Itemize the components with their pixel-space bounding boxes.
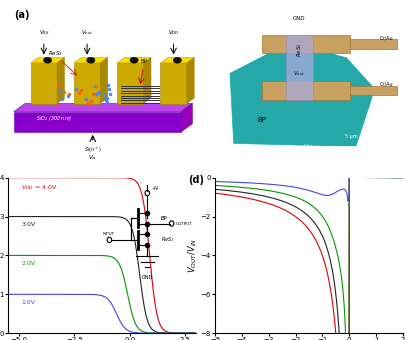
Bar xyxy=(350,86,397,95)
Polygon shape xyxy=(117,63,144,103)
Text: BP: BP xyxy=(140,59,147,64)
Circle shape xyxy=(44,57,52,63)
Text: (b): (b) xyxy=(224,11,241,21)
Polygon shape xyxy=(144,57,151,103)
Polygon shape xyxy=(100,57,108,103)
Text: 5 μm: 5 μm xyxy=(345,134,357,139)
Polygon shape xyxy=(57,57,65,103)
Text: $V_{SS}$: $V_{SS}$ xyxy=(39,28,49,37)
Text: Cr/Au: Cr/Au xyxy=(380,82,394,87)
Text: BP: BP xyxy=(258,117,266,123)
Polygon shape xyxy=(160,57,194,63)
Polygon shape xyxy=(74,63,100,103)
Text: $ReS_2$: $ReS_2$ xyxy=(295,43,304,57)
Text: $V_{DD}$ = 4.0V: $V_{DD}$ = 4.0V xyxy=(22,184,58,192)
Polygon shape xyxy=(160,63,187,103)
Text: $V_{in}$: $V_{in}$ xyxy=(88,154,97,163)
Text: $V_{DD}$: $V_{DD}$ xyxy=(168,28,179,37)
Polygon shape xyxy=(187,57,194,103)
Circle shape xyxy=(87,57,95,63)
Polygon shape xyxy=(287,35,313,100)
Text: $SiO_2$: $SiO_2$ xyxy=(224,38,238,47)
Text: $V_{DD}$: $V_{DD}$ xyxy=(303,142,315,151)
Text: (d): (d) xyxy=(188,174,205,185)
Text: (a): (a) xyxy=(14,10,29,20)
Text: GND: GND xyxy=(293,16,306,21)
Text: Cr/Au: Cr/Au xyxy=(380,35,394,40)
Polygon shape xyxy=(181,103,193,132)
Bar xyxy=(350,39,397,49)
Text: 1.0V: 1.0V xyxy=(22,300,35,305)
Text: 3.0V: 3.0V xyxy=(22,222,35,227)
Text: $SiO_2$ (300 nm): $SiO_2$ (300 nm) xyxy=(36,114,72,123)
Text: $ReS_2$: $ReS_2$ xyxy=(48,49,63,57)
Text: $V_{out}$: $V_{out}$ xyxy=(81,28,93,37)
Polygon shape xyxy=(262,35,350,53)
Polygon shape xyxy=(230,42,375,147)
Polygon shape xyxy=(262,81,350,100)
Text: 2.0V: 2.0V xyxy=(22,261,35,266)
Polygon shape xyxy=(31,57,65,63)
Text: $V_{out}$: $V_{out}$ xyxy=(293,69,306,78)
Circle shape xyxy=(173,57,182,63)
Polygon shape xyxy=(74,57,108,63)
Polygon shape xyxy=(14,103,193,112)
Polygon shape xyxy=(31,63,57,103)
Y-axis label: $V_{OUT}/V_{IN}$: $V_{OUT}/V_{IN}$ xyxy=(186,238,199,273)
Text: $Si(n^+)$: $Si(n^+)$ xyxy=(84,146,101,155)
Polygon shape xyxy=(117,57,151,63)
Circle shape xyxy=(130,57,138,63)
Polygon shape xyxy=(14,112,181,132)
